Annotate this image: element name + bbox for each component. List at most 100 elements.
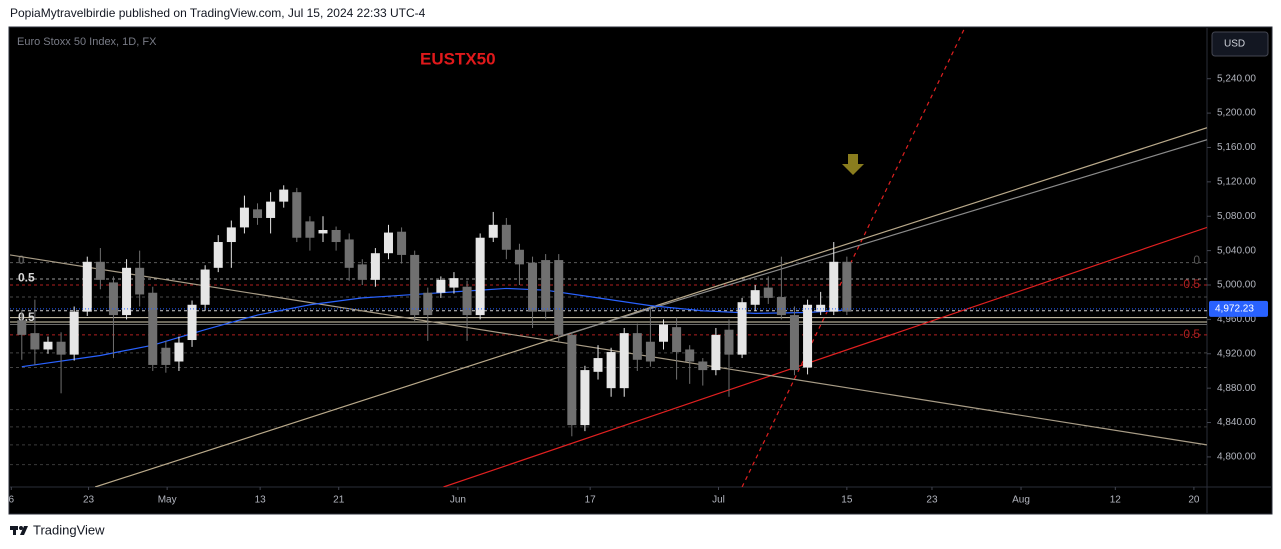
- candle-body: [161, 347, 171, 365]
- currency-label[interactable]: USD: [1224, 39, 1245, 50]
- trend-line: [94, 127, 1207, 487]
- candle-body: [253, 209, 263, 218]
- candle-body: [213, 242, 223, 268]
- candle-body: [567, 334, 577, 426]
- candle-body: [711, 334, 721, 371]
- candle-body: [619, 333, 629, 389]
- candle-body: [305, 221, 315, 238]
- trend-line: [558, 139, 1207, 338]
- y-tick-label: 5,040.00: [1217, 245, 1256, 256]
- candle-body: [541, 260, 551, 312]
- y-tick-label: 4,960.00: [1217, 314, 1256, 325]
- candle-body: [318, 229, 328, 234]
- y-tick-label: 5,200.00: [1217, 108, 1256, 119]
- y-tick-label: 5,120.00: [1217, 177, 1256, 188]
- candle-body: [397, 231, 407, 255]
- candle-body: [292, 192, 302, 238]
- candle-body: [266, 201, 276, 218]
- candle-body: [816, 304, 826, 312]
- candle-body: [632, 333, 642, 360]
- x-tick-label: 13: [255, 495, 267, 506]
- trend-line: [741, 28, 966, 487]
- y-tick-label: 5,080.00: [1217, 211, 1256, 222]
- candle-body: [554, 260, 564, 335]
- chart-title: EUSTX50: [420, 49, 496, 68]
- candle-body: [501, 224, 511, 250]
- x-tick-label: 17: [585, 495, 597, 506]
- candle-body: [789, 315, 799, 371]
- level-label: 0.5: [1183, 327, 1200, 341]
- x-tick-label: 15: [841, 495, 853, 506]
- candle-body: [30, 333, 40, 350]
- tradingview-logo: [10, 526, 28, 535]
- candle-body: [724, 329, 734, 355]
- candle-body: [56, 341, 66, 355]
- x-tick-label: 21: [333, 495, 345, 506]
- candle-body: [200, 269, 210, 305]
- y-tick-label: 5,240.00: [1217, 73, 1256, 84]
- candle-body: [344, 239, 354, 268]
- y-tick-label: 5,000.00: [1217, 280, 1256, 291]
- candle-body: [672, 327, 682, 353]
- candle-body: [842, 261, 852, 312]
- level-label: 0: [1193, 253, 1200, 267]
- x-tick-label: 20: [1188, 495, 1200, 506]
- candle-body: [95, 261, 105, 280]
- candle-body: [410, 254, 420, 316]
- level-label: 0.5: [1183, 277, 1200, 291]
- candle-body: [69, 311, 79, 355]
- candle-body: [436, 279, 446, 293]
- candle-body: [803, 304, 813, 368]
- last-price-box: [1209, 300, 1268, 317]
- candle-body: [187, 304, 197, 341]
- x-tick-label: May: [158, 495, 177, 506]
- arrow-marker: [842, 154, 864, 175]
- y-tick-label: 4,800.00: [1217, 452, 1256, 463]
- candle-body: [645, 341, 655, 362]
- publish-header: PopiaMytravelbirdie published on Trading…: [10, 6, 426, 20]
- y-tick-label: 4,840.00: [1217, 417, 1256, 428]
- candle-body: [279, 189, 289, 202]
- y-tick-label: 4,920.00: [1217, 348, 1256, 359]
- axes: 4,800.00 4,840.00 4,880.00 4,920.00 4,960.00…: [9, 73, 1268, 506]
- candle-body: [462, 286, 472, 316]
- candle-body: [593, 358, 603, 372]
- level-label: 0: [18, 253, 25, 267]
- chart-frame: [8, 26, 1273, 515]
- candle-body: [580, 370, 590, 426]
- candle-body: [226, 227, 236, 243]
- x-tick-label: 6: [9, 495, 15, 506]
- candle-body: [239, 207, 249, 228]
- x-tick-label: Jun: [450, 495, 466, 506]
- x-tick-label: 12: [1110, 495, 1122, 506]
- candle-body: [763, 287, 773, 298]
- candle-body: [383, 232, 393, 254]
- last-price-label: 4,972.23: [1215, 304, 1254, 315]
- candle-body: [488, 224, 498, 238]
- candle-body: [449, 278, 459, 288]
- y-tick-label: 4,880.00: [1217, 383, 1256, 394]
- candle-body: [122, 267, 132, 316]
- currency-button[interactable]: [1211, 31, 1269, 57]
- candle-body: [685, 349, 695, 362]
- candle-body: [357, 264, 367, 280]
- symbol-legend: Euro Stoxx 50 Index, 1D, FX: [17, 36, 157, 48]
- x-tick-label: 23: [926, 495, 938, 506]
- candle-body: [528, 262, 538, 312]
- candle-body: [135, 267, 145, 295]
- trend-line: [443, 226, 1207, 487]
- x-tick-label: Aug: [1012, 495, 1030, 506]
- candle-body: [82, 261, 92, 312]
- y-tick-label: 5,160.00: [1217, 142, 1256, 153]
- candle-body: [606, 352, 616, 389]
- candle-body: [43, 341, 53, 350]
- candle-body: [370, 253, 380, 280]
- candle-body: [174, 342, 184, 362]
- candle-body: [514, 249, 524, 265]
- candle-body: [829, 261, 839, 312]
- x-tick-label: Jul: [712, 495, 725, 506]
- candle-body: [750, 290, 760, 305]
- candle-body: [108, 282, 118, 316]
